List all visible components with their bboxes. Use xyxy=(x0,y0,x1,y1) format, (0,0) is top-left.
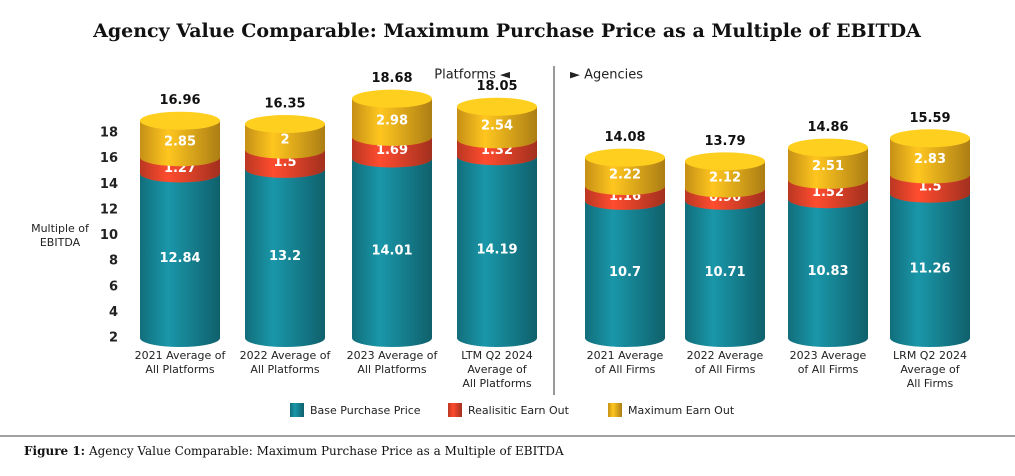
value-label: 2.22 xyxy=(609,167,641,182)
x-tick-label: 2021 Average of xyxy=(135,349,227,362)
legend-swatch xyxy=(448,403,462,417)
y-axis-label: Multiple of xyxy=(31,222,90,235)
bar-cap xyxy=(585,148,665,167)
x-tick-label: Average of xyxy=(900,363,960,376)
x-tick-label: LTM Q2 2024 xyxy=(461,349,532,362)
x-tick-label: All Platforms xyxy=(462,377,532,390)
value-label: 2.83 xyxy=(914,152,946,167)
bar-segment xyxy=(685,200,765,347)
bar-segment xyxy=(352,98,432,146)
bar-segment xyxy=(788,147,868,189)
value-label: 10.7 xyxy=(609,265,641,280)
bar-segment xyxy=(245,168,325,347)
bar-segment xyxy=(788,199,868,347)
bar-cap xyxy=(788,138,868,157)
x-tick-label: 2022 Average of xyxy=(240,349,332,362)
total-label: 15.59 xyxy=(909,111,950,126)
total-label: 14.08 xyxy=(604,130,645,145)
total-label: 18.68 xyxy=(371,71,412,86)
y-tick-label: 6 xyxy=(109,279,118,294)
caption-label: Figure 1: xyxy=(24,444,85,458)
x-tick-label: All Platforms xyxy=(250,363,320,376)
bar-segment xyxy=(890,193,970,347)
value-label: 1.69 xyxy=(376,143,408,158)
y-tick-label: 16 xyxy=(100,151,118,166)
value-label: 14.19 xyxy=(476,243,517,258)
legend-swatch xyxy=(290,403,304,417)
caption: Figure 1: Agency Value Comparable: Maxim… xyxy=(24,444,564,458)
y-tick-label: 10 xyxy=(100,228,118,243)
bar-cap xyxy=(352,89,432,108)
bar-segment xyxy=(457,106,537,149)
value-label: 1.52 xyxy=(812,185,844,200)
x-tick-label: LRM Q2 2024 xyxy=(893,349,967,362)
x-tick-label: 2021 Average xyxy=(587,349,664,362)
value-label: 2.85 xyxy=(164,134,196,149)
y-tick-label: 2 xyxy=(109,331,118,346)
bar-segment xyxy=(352,158,432,347)
bar-segment xyxy=(457,156,537,347)
value-label: 2.54 xyxy=(481,119,513,134)
total-label: 13.79 xyxy=(704,134,745,149)
x-tick-label: 2023 Average xyxy=(790,349,867,362)
value-label: 2 xyxy=(280,132,289,147)
bar-cap xyxy=(140,111,220,130)
x-tick-label: Average of xyxy=(467,363,527,376)
bar-segment xyxy=(245,124,325,159)
caption-text: Agency Value Comparable: Maximum Purchas… xyxy=(88,444,564,458)
y-tick-label: 4 xyxy=(109,305,118,320)
bar-segment xyxy=(890,138,970,184)
value-label: 12.84 xyxy=(159,251,200,266)
bar-cap xyxy=(890,129,970,148)
y-tick-label: 12 xyxy=(100,202,118,217)
x-tick-label: All Platforms xyxy=(357,363,427,376)
value-label: 2.51 xyxy=(812,159,844,174)
legend-label: Base Purchase Price xyxy=(310,404,421,417)
bar-segment xyxy=(140,120,220,167)
bar-segment xyxy=(685,161,765,198)
total-label: 16.96 xyxy=(159,93,200,108)
value-label: 14.01 xyxy=(371,244,412,259)
y-tick-label: 18 xyxy=(100,126,118,141)
group-label: Platforms ◄ xyxy=(434,68,510,83)
bar-cap xyxy=(457,97,537,116)
x-tick-label: 2023 Average of xyxy=(347,349,439,362)
x-tick-label: of All Firms xyxy=(595,363,656,376)
value-label: 13.2 xyxy=(269,249,301,264)
x-tick-label: All Firms xyxy=(907,377,954,390)
total-label: 16.35 xyxy=(264,97,305,112)
bar-cap xyxy=(685,152,765,171)
total-label: 18.05 xyxy=(476,79,517,94)
x-tick-label: 2022 Average xyxy=(687,349,764,362)
value-label: 2.98 xyxy=(376,113,408,128)
legend-label: Maximum Earn Out xyxy=(628,404,735,417)
bar-segment xyxy=(140,173,220,347)
chart-title: Agency Value Comparable: Maximum Purchas… xyxy=(92,20,921,42)
legend-label: Realisitic Earn Out xyxy=(468,404,570,417)
x-tick-label: of All Firms xyxy=(798,363,859,376)
value-label: 11.26 xyxy=(909,261,950,276)
value-label: 10.83 xyxy=(807,264,848,279)
legend-swatch xyxy=(608,403,622,417)
group-label: ► Agencies xyxy=(570,68,643,83)
y-tick-label: 8 xyxy=(109,254,118,269)
bar-segment xyxy=(585,157,665,196)
bar-cap xyxy=(245,115,325,134)
x-tick-label: of All Firms xyxy=(695,363,756,376)
value-label: 10.71 xyxy=(704,265,745,280)
total-label: 14.86 xyxy=(807,120,848,135)
bar-segment xyxy=(585,200,665,347)
y-tick-label: 14 xyxy=(100,177,118,192)
x-tick-label: All Platforms xyxy=(145,363,215,376)
value-label: 2.12 xyxy=(709,170,741,185)
y-axis-label: EBITDA xyxy=(40,236,81,249)
